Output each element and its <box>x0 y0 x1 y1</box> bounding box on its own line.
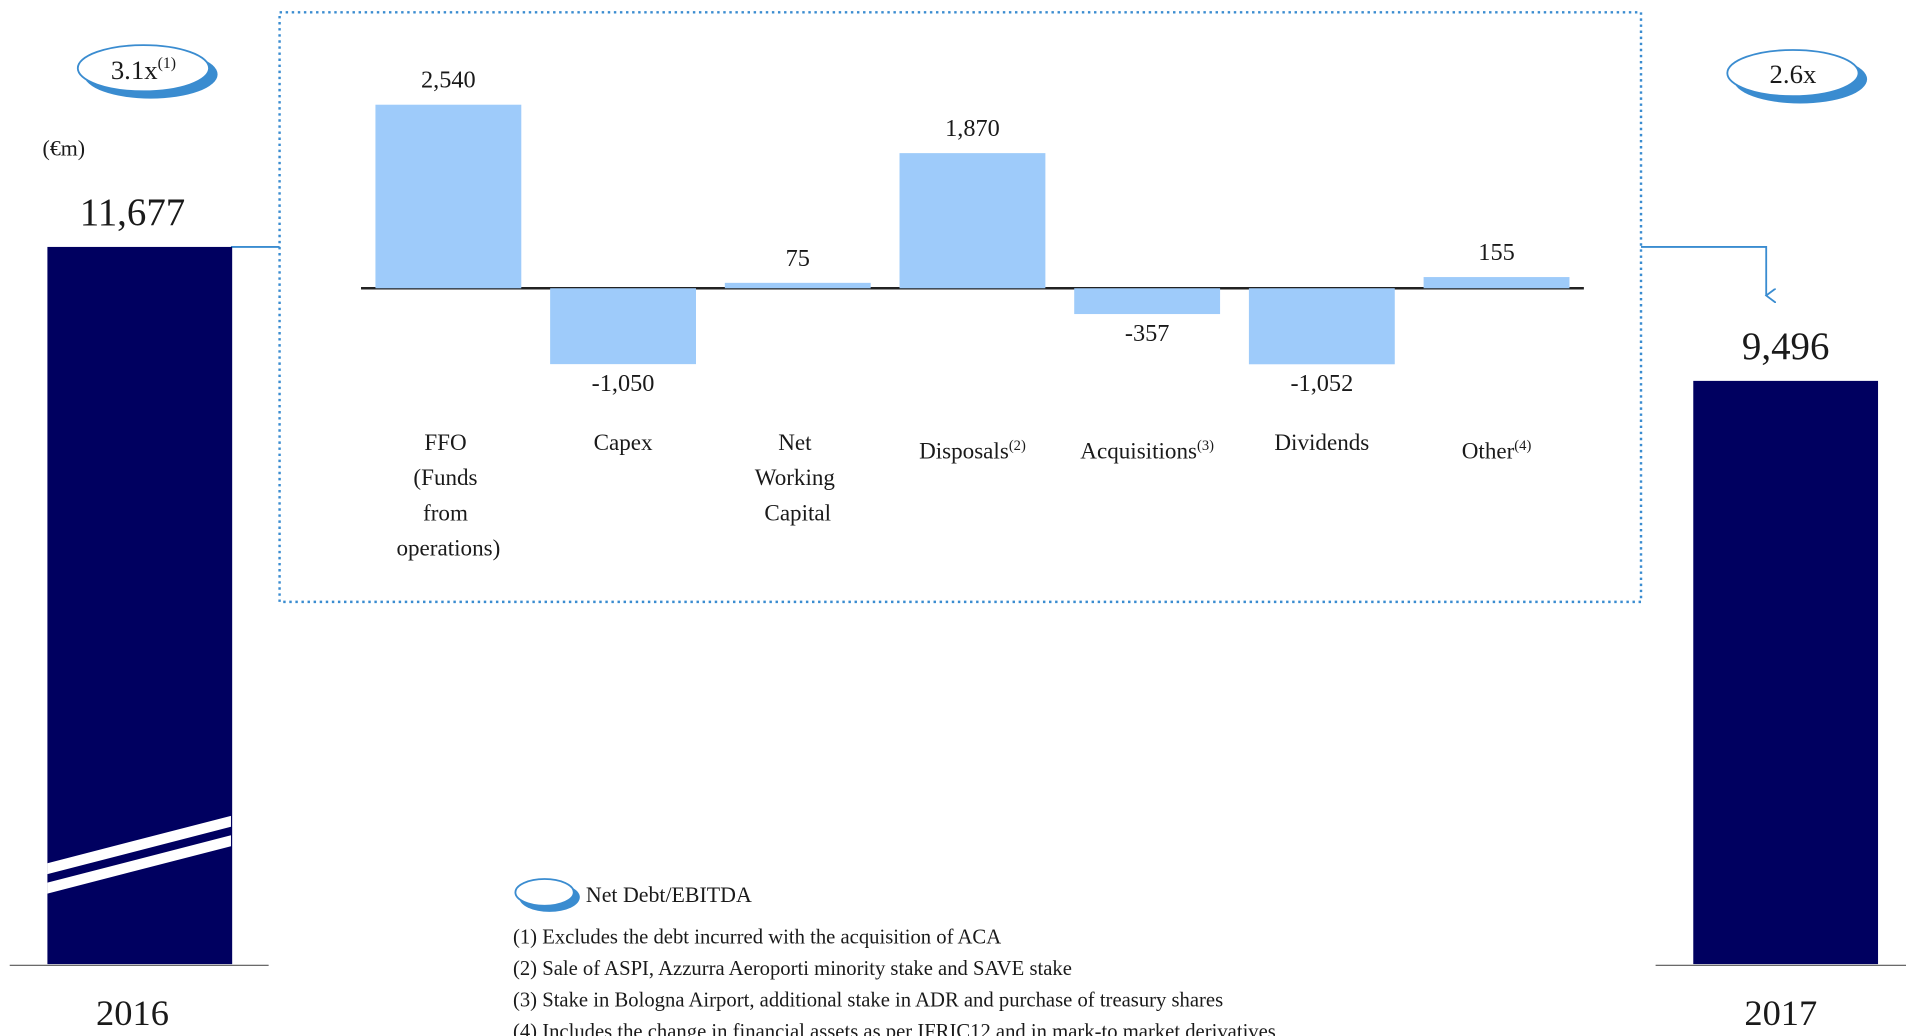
x-tick-label: Other(4) <box>1462 437 1532 463</box>
x-tick-label: FFO (Funds from operations) <box>396 429 500 561</box>
pill <box>1726 49 1860 98</box>
x-tick-label: Dividends <box>1274 429 1369 455</box>
ratio-label: 3.1x(1) <box>111 55 176 85</box>
pill <box>76 44 210 93</box>
value-label: -1,050 <box>592 370 655 397</box>
value-label: 75 <box>786 245 810 272</box>
bridge-frame <box>278 11 1643 604</box>
unit-label: (€m) <box>43 137 86 161</box>
value-label: 1,870 <box>945 115 1000 142</box>
year-label: 2017 <box>1744 993 1817 1033</box>
legend-label: Net Debt/EBITDA <box>586 883 752 907</box>
x-tick-label: Capex <box>594 429 653 455</box>
value-label: 155 <box>1478 239 1514 266</box>
axis-break <box>47 815 231 875</box>
footnote: (3) Stake in Bologna Airport, additional… <box>513 990 1223 1012</box>
value-label: -1,052 <box>1290 370 1353 397</box>
ratio: 3.1x <box>111 55 158 85</box>
ratio-note: (1) <box>158 55 176 72</box>
bar <box>1423 277 1570 289</box>
category-note: (3) <box>1197 438 1214 454</box>
x-tick-label: Disposals(2) <box>919 437 1026 463</box>
bar <box>899 153 1046 289</box>
bar <box>1074 288 1221 315</box>
bar <box>550 288 696 365</box>
category-note: (4) <box>1514 438 1531 454</box>
footnote: (4) Includes the change in financial ass… <box>513 1021 1276 1036</box>
value-label: -357 <box>1125 320 1170 347</box>
legend-icon <box>514 878 575 907</box>
total-bar <box>1693 380 1879 965</box>
connector-arrow <box>1641 246 1766 296</box>
footnote: (2) Sale of ASPI, Azzurra Aeroporti mino… <box>513 958 1072 980</box>
total-label: 9,496 <box>1742 325 1829 368</box>
footnote: (1) Excludes the debt incurred with the … <box>513 926 1001 948</box>
bar <box>724 282 871 289</box>
category-note: (2) <box>1009 438 1026 454</box>
bar <box>375 104 522 289</box>
total-label: 11,677 <box>80 191 185 234</box>
x-tick-label: Net Working Capital <box>755 429 841 526</box>
x-tick-label: Acquisitions(3) <box>1080 437 1214 463</box>
year-label: 2016 <box>96 993 169 1033</box>
bar <box>1248 288 1395 365</box>
axis-break <box>47 835 231 894</box>
value-label: 2,540 <box>421 67 476 94</box>
ratio-label: 2.6x <box>1770 59 1817 89</box>
